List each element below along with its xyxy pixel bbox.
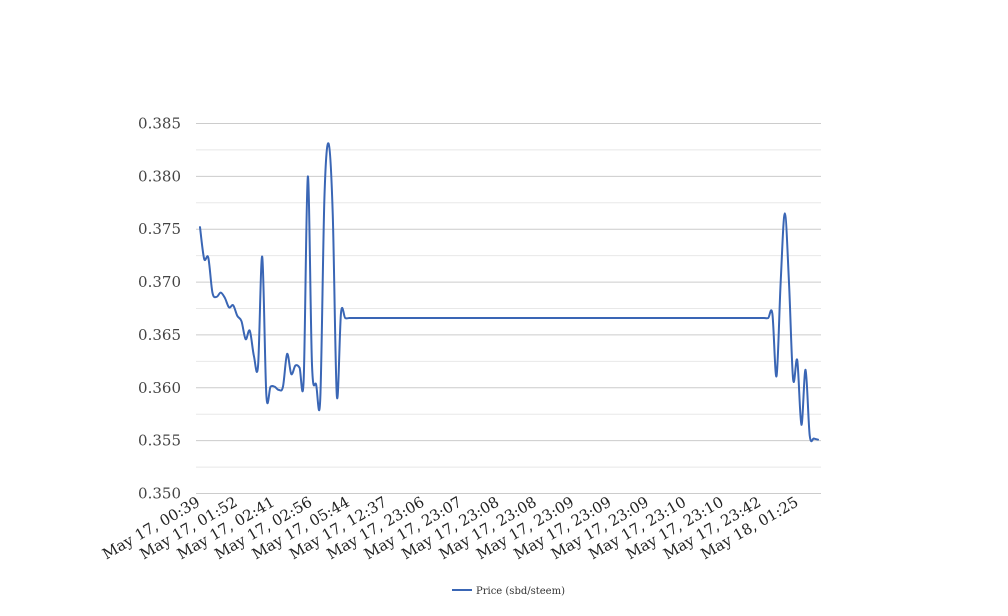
legend-label: Price (sbd/steem) xyxy=(476,586,565,597)
y-axis-ticks: 0.350 0.355 0.360 0.365 0.370 0.375 0.380 0.385 xyxy=(138,115,181,503)
series-layer xyxy=(199,142,819,443)
y-tick-label: 0.355 xyxy=(138,432,181,450)
legend: Price (sbd/steem) xyxy=(452,586,565,597)
y-tick-label: 0.360 xyxy=(138,379,181,397)
y-tick-label: 0.385 xyxy=(138,115,181,133)
y-tick-label: 0.375 xyxy=(138,220,181,238)
y-tick-label: 0.350 xyxy=(138,485,181,503)
series-line-price xyxy=(199,142,819,443)
y-tick-label: 0.380 xyxy=(138,167,181,185)
y-tick-label: 0.365 xyxy=(138,326,181,344)
y-tick-label: 0.370 xyxy=(138,273,181,291)
grid xyxy=(196,123,821,494)
